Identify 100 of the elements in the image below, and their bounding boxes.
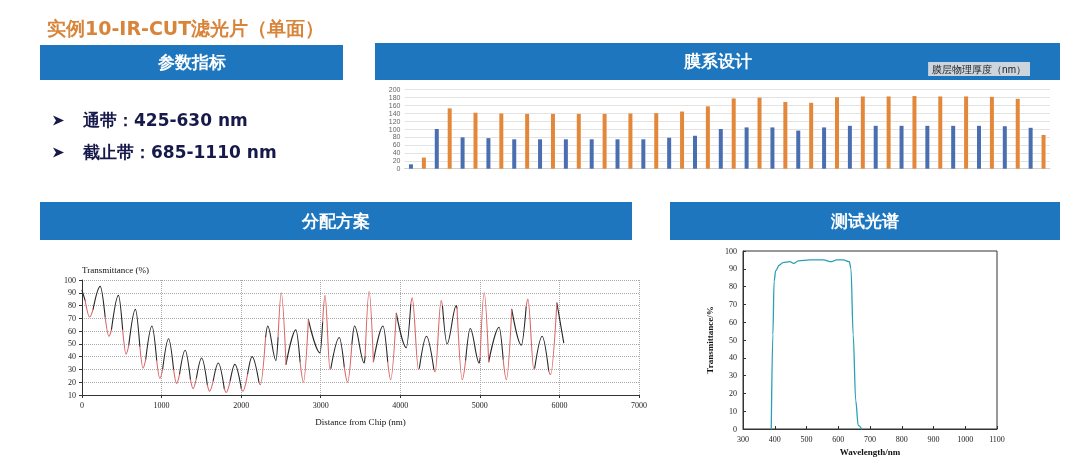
y-tick-label: 80 (68, 301, 76, 311)
x-axis-title: Distance from Chip (nm) (315, 416, 406, 427)
y-axis-title: 膜层物理厚度（nm） (932, 63, 1027, 75)
bar (847, 125, 852, 169)
y-tick-label: 70 (68, 313, 76, 323)
bar (757, 97, 762, 169)
y-tick-label: 50 (68, 339, 76, 349)
bar (408, 164, 413, 169)
y-tick-label: 20 (68, 377, 76, 387)
bar (951, 125, 956, 169)
x-tick-label: 800 (895, 434, 908, 444)
bar (615, 139, 620, 169)
x-tick-label: 5000 (471, 400, 488, 410)
x-tick-label: 1000 (153, 400, 170, 410)
bar (796, 130, 801, 169)
x-tick-label: 4000 (392, 400, 409, 410)
bar (834, 97, 839, 169)
bar (641, 139, 646, 169)
y-tick-label: 70 (729, 299, 737, 309)
bar (809, 102, 814, 169)
y-tick-label: 100 (64, 275, 76, 285)
bar (705, 106, 710, 169)
y-tick-label: 60 (68, 326, 76, 336)
y-tick-label: 0 (733, 424, 737, 434)
text: 通带：425-630 nm (83, 109, 248, 131)
text: 截止带：685-1110 nm (83, 141, 277, 163)
bar (977, 125, 981, 169)
y-tick-label: 40 (68, 352, 76, 362)
bar (667, 137, 672, 169)
bar (499, 113, 504, 169)
x-tick-label: 700 (864, 434, 876, 444)
y-tick-label: 60 (729, 317, 737, 327)
x-tick-label: 0 (80, 400, 84, 410)
bar (718, 129, 723, 169)
x-tick-label: 400 (768, 434, 781, 444)
bar (473, 112, 478, 169)
x-tick-label: 3000 (312, 400, 329, 410)
bar (447, 108, 452, 169)
bar (1041, 134, 1046, 169)
x-tick-label: 6000 (551, 400, 568, 410)
y-tick-label: 90 (68, 288, 76, 298)
bar (744, 127, 749, 169)
y-tick-label: 30 (68, 364, 76, 374)
y-tick-label: 90 (729, 264, 737, 274)
bar (512, 139, 517, 169)
chart-title: 测试光谱 (670, 202, 1060, 240)
bar (938, 96, 943, 169)
y-tick-label: 40 (729, 353, 737, 363)
x-tick-label: 300 (737, 434, 749, 444)
x-axis-title: Wavelength/nm (839, 447, 901, 458)
bar (434, 129, 439, 169)
bar (589, 139, 594, 169)
bar (576, 113, 581, 169)
y-tick-label: 50 (729, 335, 737, 345)
x-tick-label: 2000 (233, 400, 250, 410)
bar (680, 111, 685, 169)
bar (899, 125, 904, 169)
bar (538, 139, 543, 169)
bar (628, 113, 633, 169)
y-axis-title: Transmittance/% (704, 306, 715, 374)
bar (873, 125, 878, 169)
bar (783, 102, 788, 169)
y-tick-label: 80 (729, 282, 737, 292)
bar (602, 113, 607, 169)
y-tick-label: 10 (68, 390, 76, 400)
y-tick-label: 10 (729, 406, 737, 416)
bar (822, 127, 827, 169)
line-series (770, 259, 863, 430)
y-axis-title: Transmittance (%) (82, 264, 149, 275)
chart-title: 膜系设计 (683, 51, 752, 71)
y-tick-label: 100 (725, 246, 737, 256)
bar (421, 157, 426, 169)
bar (860, 96, 865, 169)
bar (1028, 127, 1033, 169)
bar (989, 96, 994, 169)
bar (925, 125, 930, 169)
x-tick-label: 1000 (957, 434, 974, 444)
y-tick-label: 30 (729, 371, 737, 381)
bar (1015, 98, 1020, 169)
chart-title: 分配方案 (40, 202, 632, 240)
x-tick-label: 7000 (631, 400, 647, 410)
bar (692, 135, 697, 169)
bar (964, 96, 969, 169)
bar (1002, 126, 1007, 169)
bar (731, 98, 736, 169)
bar (563, 139, 568, 169)
bar (886, 96, 891, 169)
bar (654, 113, 659, 169)
x-tick-label: 600 (832, 434, 845, 444)
text: 实例10-IR-CUT滤光片（单面） (47, 16, 325, 40)
y-tick-label: 20 (729, 388, 737, 398)
bar (486, 138, 491, 169)
bar (770, 127, 775, 169)
bar (912, 96, 917, 169)
bar (550, 113, 555, 169)
text: 参数指标 (40, 45, 343, 80)
x-tick-label: 500 (800, 434, 813, 444)
bar (460, 137, 465, 169)
x-tick-label: 1100 (989, 434, 1005, 444)
bar (525, 113, 530, 169)
